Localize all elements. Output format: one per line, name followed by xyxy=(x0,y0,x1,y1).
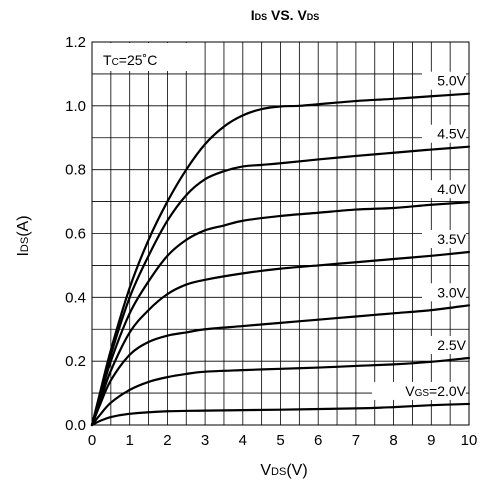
x-tick-label: 6 xyxy=(314,432,322,449)
series-line-2-5v xyxy=(90,356,471,427)
y-tick-label: 0.8 xyxy=(65,162,86,179)
y-tick-label: 0.4 xyxy=(65,289,86,306)
series-label-2-0v: VGS=2.0V xyxy=(405,383,466,399)
series-label-background xyxy=(422,124,466,143)
x-axis-label: VDS(V) xyxy=(260,462,307,479)
series-label-background xyxy=(372,381,466,400)
condition-box: TC=25˚C xyxy=(93,43,204,71)
series-line-5-0v xyxy=(90,92,471,427)
series-label-2-5v: 2.5V xyxy=(437,337,466,353)
condition-label: TC=25˚C xyxy=(103,52,157,68)
y-tick-label: 1.0 xyxy=(65,98,86,115)
y-tick-label: 0.6 xyxy=(65,226,86,243)
series-label-4-5v: 4.5V xyxy=(437,126,466,142)
series-label-4-0v: 4.0V xyxy=(437,181,466,197)
series-lines xyxy=(90,92,471,427)
x-tick-label: 10 xyxy=(461,432,478,449)
y-tick-label: 0.0 xyxy=(65,417,86,434)
grid-lines xyxy=(92,42,469,425)
plot-area-border xyxy=(91,41,470,426)
series-label-background xyxy=(422,283,466,302)
x-tick-label: 8 xyxy=(389,432,397,449)
x-tick-label: 2 xyxy=(163,432,171,449)
chart-title: IDS VS. VDS xyxy=(251,7,320,23)
series-label-3-5v: 3.5V xyxy=(437,231,466,247)
x-tick-label: 3 xyxy=(201,432,209,449)
series-line-3-0v xyxy=(90,304,471,427)
series-label-5-0v: 5.0V xyxy=(437,73,466,89)
x-tick-label: 4 xyxy=(239,432,247,449)
series-label-background xyxy=(422,71,466,90)
y-axis-label: IDS(A) xyxy=(15,215,32,256)
series-label-background xyxy=(422,180,466,199)
x-tick-label: 0 xyxy=(88,432,96,449)
x-tick-label: 7 xyxy=(352,432,360,449)
y-axis-ticks: 0.0 0.2 0.4 0.6 0.8 1.0 1.2 xyxy=(65,34,86,434)
series-line-4-5v xyxy=(90,145,471,427)
y-tick-label: 1.2 xyxy=(65,34,86,51)
series-line-3-5v xyxy=(90,250,471,427)
series-label-background xyxy=(422,230,466,249)
series-line-2-0v xyxy=(90,402,471,427)
x-tick-label: 1 xyxy=(126,432,134,449)
series-label-background xyxy=(422,335,466,354)
x-tick-label: 9 xyxy=(427,432,435,449)
condition-box-background xyxy=(93,43,204,71)
series-labels: VGS=2.0V 2.5V 3.0V 3.5V 4.0V 4.5V 5.0V xyxy=(372,71,467,400)
x-tick-label: 5 xyxy=(276,432,284,449)
x-axis-ticks: 0 1 2 3 4 5 6 7 8 9 10 xyxy=(88,432,478,449)
series-label-3-0v: 3.0V xyxy=(437,284,466,300)
y-tick-label: 0.2 xyxy=(65,353,86,370)
series-line-4-0v xyxy=(90,201,471,427)
